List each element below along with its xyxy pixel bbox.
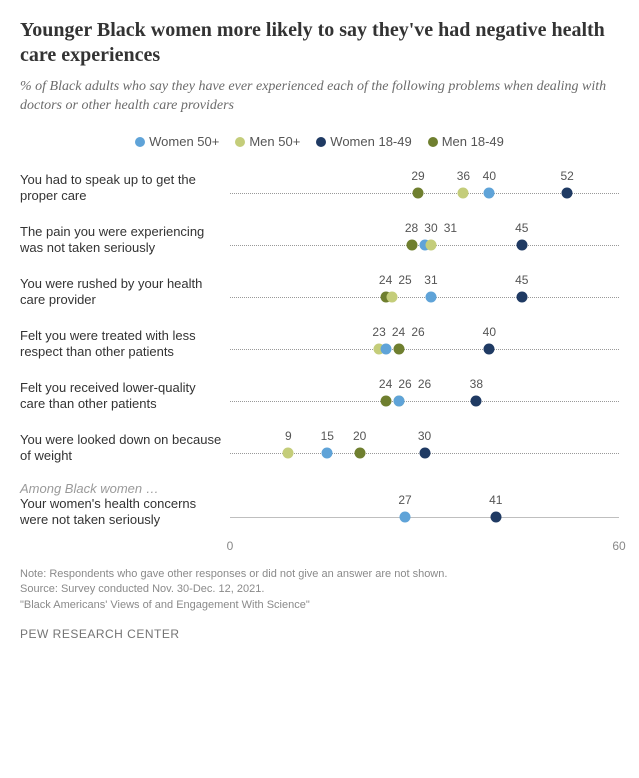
x-axis: 0 60 xyxy=(20,539,619,555)
data-point xyxy=(393,343,404,354)
row-track: 28 30 31 45 xyxy=(230,221,619,259)
legend-item: Men 18-49 xyxy=(428,134,504,149)
row-label: Felt you received lower-quality care tha… xyxy=(20,380,230,413)
footer-attribution: PEW RESEARCH CENTER xyxy=(20,627,619,641)
data-point xyxy=(425,239,436,250)
chart-row: Felt you were treated with less respect … xyxy=(20,325,619,363)
axis-tick-min: 0 xyxy=(227,539,234,553)
legend-swatch xyxy=(135,137,145,147)
data-point xyxy=(562,187,573,198)
chart-subtitle: % of Black adults who say they have ever… xyxy=(20,78,619,116)
data-value-label: 24 xyxy=(392,325,405,339)
data-value-label: 40 xyxy=(483,169,496,183)
data-value-label: 36 xyxy=(457,169,470,183)
data-point xyxy=(413,187,424,198)
data-value-label: 30 xyxy=(418,429,431,443)
row-track: 9 15 20 30 xyxy=(230,429,619,467)
data-point xyxy=(283,447,294,458)
chart-row: Your women's health concerns were not ta… xyxy=(20,493,619,531)
legend-swatch xyxy=(316,137,326,147)
data-value-label: 27 xyxy=(398,493,411,507)
data-value-label: 52 xyxy=(560,169,573,183)
chart-row: You were rushed by your health care prov… xyxy=(20,273,619,311)
row-label: You had to speak up to get the proper ca… xyxy=(20,172,230,205)
row-track: 29 36 40 52 xyxy=(230,169,619,207)
row-track: 24 25 31 45 xyxy=(230,273,619,311)
row-label: You were looked down on because of weigh… xyxy=(20,432,230,465)
legend-item: Men 50+ xyxy=(235,134,300,149)
data-value-label: 26 xyxy=(418,377,431,391)
data-value-label: 25 xyxy=(398,273,411,287)
row-label: You were rushed by your health care prov… xyxy=(20,276,230,309)
legend-label: Women 50+ xyxy=(149,134,219,149)
chart-row: You were looked down on because of weigh… xyxy=(20,429,619,467)
data-value-label: 26 xyxy=(398,377,411,391)
data-value-label: 45 xyxy=(515,221,528,235)
data-value-label: 30 xyxy=(424,221,437,235)
data-point xyxy=(471,395,482,406)
row-label: Your women's health concerns were not ta… xyxy=(20,496,230,529)
data-point xyxy=(354,447,365,458)
note-line: Note: Respondents who gave other respons… xyxy=(20,567,619,582)
data-value-label: 31 xyxy=(444,221,457,235)
data-point xyxy=(516,239,527,250)
legend-label: Men 18-49 xyxy=(442,134,504,149)
row-label: Felt you were treated with less respect … xyxy=(20,328,230,361)
data-point xyxy=(490,512,501,523)
data-value-label: 38 xyxy=(470,377,483,391)
chart-row: You had to speak up to get the proper ca… xyxy=(20,169,619,207)
data-value-label: 29 xyxy=(411,169,424,183)
chart-row: The pain you were experiencing was not t… xyxy=(20,221,619,259)
row-track: 24 26 26 38 xyxy=(230,377,619,415)
data-point xyxy=(419,447,430,458)
data-point xyxy=(322,447,333,458)
data-value-label: 24 xyxy=(379,377,392,391)
data-point xyxy=(425,291,436,302)
legend-label: Men 50+ xyxy=(249,134,300,149)
data-point xyxy=(458,187,469,198)
legend-swatch xyxy=(428,137,438,147)
data-point xyxy=(400,512,411,523)
data-point xyxy=(387,291,398,302)
row-track: 27 41 xyxy=(230,493,619,531)
data-point xyxy=(516,291,527,302)
data-point xyxy=(484,343,495,354)
data-point xyxy=(406,239,417,250)
legend-item: Women 50+ xyxy=(135,134,219,149)
axis-tick-max: 60 xyxy=(612,539,625,553)
report-line: "Black Americans' Views of and Engagemen… xyxy=(20,598,619,613)
data-value-label: 40 xyxy=(483,325,496,339)
data-point xyxy=(380,395,391,406)
legend-item: Women 18-49 xyxy=(316,134,411,149)
legend-swatch xyxy=(235,137,245,147)
data-point xyxy=(380,343,391,354)
row-label: The pain you were experiencing was not t… xyxy=(20,224,230,257)
data-value-label: 31 xyxy=(424,273,437,287)
row-track: 23 24 26 40 xyxy=(230,325,619,363)
data-point xyxy=(393,395,404,406)
subgroup-heading: Among Black women … xyxy=(20,481,230,497)
data-value-label: 26 xyxy=(411,325,424,339)
data-value-label: 9 xyxy=(285,429,292,443)
source-line: Source: Survey conducted Nov. 30-Dec. 12… xyxy=(20,582,619,597)
data-value-label: 45 xyxy=(515,273,528,287)
data-value-label: 20 xyxy=(353,429,366,443)
legend: Women 50+ Men 50+ Women 18-49 Men 18-49 xyxy=(20,134,619,149)
legend-label: Women 18-49 xyxy=(330,134,411,149)
data-value-label: 28 xyxy=(405,221,418,235)
chart-notes: Note: Respondents who gave other respons… xyxy=(20,567,619,613)
data-value-label: 23 xyxy=(372,325,385,339)
data-value-label: 15 xyxy=(321,429,334,443)
data-point xyxy=(484,187,495,198)
data-value-label: 41 xyxy=(489,493,502,507)
chart-title: Younger Black women more likely to say t… xyxy=(20,18,619,68)
data-value-label: 24 xyxy=(379,273,392,287)
chart-row: Felt you received lower-quality care tha… xyxy=(20,377,619,415)
dot-plot: You had to speak up to get the proper ca… xyxy=(20,169,619,531)
